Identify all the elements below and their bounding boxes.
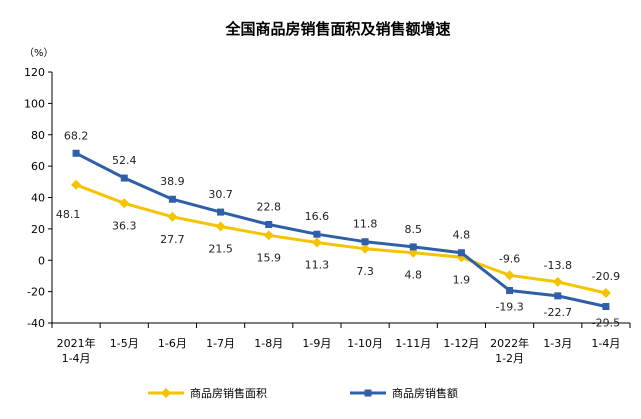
x-tick-label: 1-5月: [110, 337, 139, 350]
data-point: [361, 238, 369, 246]
legend-label: 商品房销售额: [392, 386, 458, 400]
series-line-0: [75, 183, 607, 295]
data-label: -9.6: [499, 252, 520, 265]
data-label: 8.5: [405, 223, 423, 236]
x-tick-label: 1-12月: [443, 337, 479, 350]
y-tick-label: 80: [31, 129, 45, 142]
data-point: [215, 221, 226, 232]
data-label: 4.8: [453, 229, 471, 242]
data-label: -20.9: [592, 270, 620, 283]
data-point: [217, 208, 225, 216]
data-label: 22.8: [257, 200, 282, 213]
data-point: [167, 211, 178, 222]
x-tick-label-line2: 1-4月: [62, 352, 91, 365]
data-label: 36.3: [112, 219, 137, 232]
data-label: 48.1: [56, 208, 81, 221]
data-point: [409, 243, 417, 251]
data-point: [313, 230, 321, 238]
data-label: 11.8: [353, 218, 378, 231]
x-tick-label: 1-3月: [543, 337, 572, 350]
data-label: 27.7: [160, 233, 185, 246]
data-point: [552, 276, 563, 287]
x-tick-label: 2021年: [57, 336, 96, 350]
data-point: [360, 243, 371, 254]
y-axis-unit: （%）: [24, 47, 54, 59]
data-label: 4.8: [405, 269, 423, 282]
x-tick-label: 1-11月: [395, 337, 431, 350]
data-label: 7.3: [356, 265, 374, 278]
data-label: -29.5: [592, 317, 620, 330]
data-label: -13.8: [544, 259, 572, 272]
data-point: [265, 220, 273, 228]
y-tick-label: 60: [31, 160, 45, 173]
data-point: [72, 149, 80, 157]
chart-title: 全国商品房销售面积及销售额增速: [224, 20, 450, 38]
y-tick-label: 120: [24, 66, 45, 79]
legend-label: 商品房销售面积: [190, 386, 267, 400]
y-tick-label: -20: [27, 286, 45, 299]
series-line-1: [75, 151, 607, 308]
data-point: [554, 292, 562, 300]
data-label: 1.9: [453, 273, 471, 286]
data-label: 11.3: [305, 259, 330, 272]
y-tick-label: 100: [24, 97, 45, 110]
data-label: -19.3: [495, 301, 523, 314]
x-tick-label: 1-4月: [591, 337, 620, 350]
data-point: [119, 198, 130, 209]
legend-marker: [161, 388, 171, 398]
data-label: -22.7: [544, 306, 572, 319]
legend: 商品房销售面积 商品房销售额: [148, 386, 458, 400]
series-group: [71, 149, 611, 311]
data-point: [120, 174, 128, 182]
x-tick-label: 1-8月: [254, 337, 283, 350]
data-label: 68.2: [64, 129, 89, 142]
y-tick-label: 40: [31, 192, 45, 205]
data-point: [600, 288, 611, 299]
data-point: [506, 287, 514, 295]
data-point: [504, 270, 515, 281]
data-point: [311, 237, 322, 248]
data-labels: 48.1 36.3 27.7 21.5 15.9 11.3 7.3 4.8 1.9 -9.6 -13…: [56, 129, 620, 329]
data-point: [263, 230, 274, 241]
legend-marker: [364, 389, 372, 397]
data-label: 38.9: [160, 175, 185, 188]
data-point: [71, 179, 82, 190]
x-tick-label: 1-9月: [302, 337, 331, 350]
data-point: [168, 195, 176, 203]
x-tick-label-line2: 1-2月: [495, 352, 524, 365]
data-label: 52.4: [112, 154, 137, 167]
data-point: [457, 249, 465, 257]
x-tick-label: 2022年: [490, 336, 529, 350]
data-point: [602, 303, 610, 311]
y-tick-label: 0: [38, 254, 45, 267]
data-label: 21.5: [208, 243, 233, 256]
data-label: 30.7: [208, 188, 233, 201]
x-tick-label: 1-6月: [158, 337, 187, 350]
y-tick-label: -40: [27, 317, 45, 330]
data-label: 16.6: [305, 210, 330, 223]
y-tick-label: 20: [31, 223, 45, 236]
data-label: 15.9: [257, 251, 282, 264]
x-tick-label: 1-10月: [347, 337, 383, 350]
axes: 120 100 80 60 40 20 0 -20 -40 2021年 1-4月 1-5月 1-6月 1-…: [24, 66, 631, 365]
x-tick-label: 1-7月: [206, 337, 235, 350]
